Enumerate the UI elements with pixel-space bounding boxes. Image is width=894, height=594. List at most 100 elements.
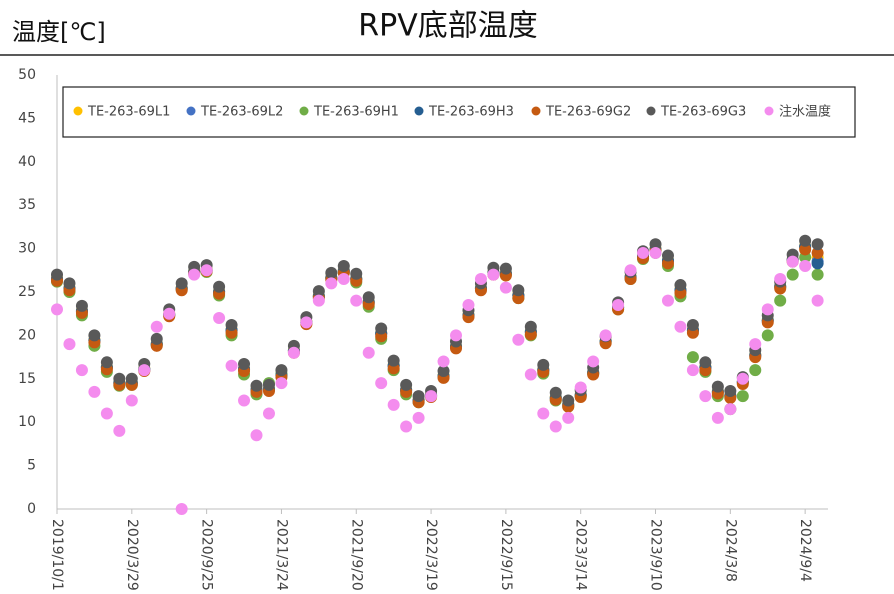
y-tick-label: 30 — [18, 241, 36, 257]
point — [524, 320, 537, 333]
point — [574, 381, 587, 394]
point — [51, 268, 63, 281]
point — [225, 318, 238, 331]
point — [786, 255, 799, 268]
point — [674, 320, 687, 333]
point — [113, 372, 126, 385]
point — [412, 411, 425, 424]
point — [487, 268, 500, 281]
x-tick-label: 2021/3/24 — [273, 519, 289, 591]
point — [799, 243, 812, 256]
point — [474, 272, 487, 285]
point — [88, 329, 101, 342]
chart-title: RPV底部温度 — [358, 9, 537, 44]
point — [175, 277, 188, 290]
point — [761, 329, 774, 342]
point — [637, 246, 650, 259]
point — [387, 354, 400, 367]
point — [287, 346, 300, 359]
point — [51, 303, 63, 316]
x-tick-label: 2022/9/15 — [498, 519, 514, 591]
y-tick-label: 5 — [27, 458, 36, 474]
point — [325, 266, 338, 279]
legend-marker — [764, 106, 774, 116]
point — [312, 294, 325, 307]
point — [686, 318, 699, 331]
point — [811, 238, 824, 251]
point — [425, 390, 438, 403]
point — [125, 394, 138, 407]
point — [811, 294, 824, 307]
point — [88, 385, 101, 398]
x-tick-label: 2024/3/8 — [722, 519, 738, 582]
point — [375, 377, 388, 390]
point — [462, 299, 475, 312]
y-tick-label: 40 — [18, 154, 36, 170]
point — [661, 249, 674, 262]
point — [562, 394, 575, 407]
point — [649, 246, 662, 259]
point — [724, 403, 737, 416]
x-tick-label: 2019/10/1 — [49, 519, 65, 591]
point — [799, 259, 812, 272]
point — [437, 355, 450, 368]
point — [599, 329, 612, 342]
point — [400, 378, 413, 391]
y-tick-label: 20 — [18, 327, 36, 343]
point — [275, 377, 288, 390]
point — [225, 359, 238, 372]
legend-label: TE-263-69L2 — [200, 105, 283, 120]
point — [100, 356, 113, 369]
point — [150, 320, 163, 333]
point — [537, 407, 550, 420]
point — [761, 303, 774, 316]
y-tick-label: 45 — [18, 110, 36, 126]
point — [499, 262, 512, 275]
legend-marker — [186, 106, 196, 116]
legend-marker — [646, 106, 656, 116]
legend-marker — [414, 106, 424, 116]
point — [75, 364, 88, 377]
point — [175, 503, 188, 515]
point — [362, 291, 375, 304]
point — [387, 398, 400, 411]
point — [188, 268, 201, 281]
series — [51, 240, 824, 411]
point — [412, 390, 425, 403]
y-tick-label: 25 — [18, 284, 36, 300]
point — [75, 299, 88, 312]
point — [100, 407, 113, 420]
series — [51, 246, 824, 416]
legend-marker — [299, 106, 309, 116]
point — [125, 372, 138, 385]
point — [138, 364, 151, 377]
legend-label: TE-263-69L1 — [87, 105, 170, 120]
point — [163, 307, 176, 320]
point — [300, 316, 313, 329]
y-tick-label: 35 — [18, 197, 36, 213]
point — [437, 364, 450, 377]
point — [786, 268, 799, 281]
point — [649, 238, 662, 251]
point — [325, 277, 338, 290]
legend-label: TE-263-69H3 — [428, 105, 514, 120]
point — [350, 267, 363, 280]
point — [238, 394, 251, 407]
legend-label: 注水温度 — [779, 104, 831, 120]
point — [799, 234, 812, 247]
point — [499, 281, 512, 294]
x-tick-label: 2021/9/20 — [348, 519, 364, 591]
point — [749, 338, 762, 351]
x-tick-label: 2023/3/14 — [573, 519, 589, 591]
legend-marker — [73, 106, 83, 116]
point — [524, 368, 537, 381]
point — [562, 411, 575, 424]
point — [400, 420, 413, 433]
point — [375, 322, 388, 335]
point — [549, 420, 562, 433]
point — [811, 268, 824, 281]
y-axis-label: 温度[℃] — [12, 18, 106, 46]
point — [549, 386, 562, 399]
x-tick-label: 2023/9/10 — [648, 519, 664, 591]
